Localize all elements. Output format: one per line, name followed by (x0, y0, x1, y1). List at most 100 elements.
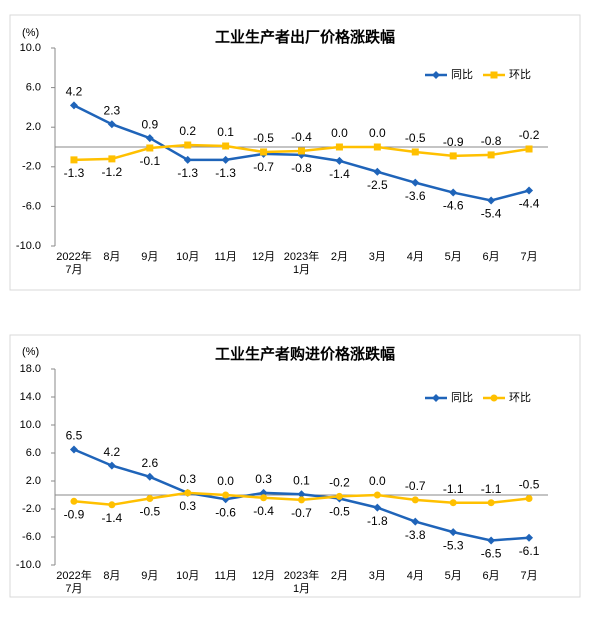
marker (525, 145, 533, 153)
y-tick-label: -10.0 (16, 240, 41, 252)
marker (222, 491, 230, 499)
chart-frame (9, 14, 581, 291)
marker (108, 155, 116, 163)
value-label: -0.5 (519, 478, 540, 492)
y-axis-label: (%) (22, 346, 39, 358)
x-tick-label: 11月 (214, 570, 236, 582)
value-label: -3.6 (405, 189, 426, 203)
marker (449, 188, 458, 197)
value-label: -5.4 (481, 207, 502, 221)
y-tick-label: 6.0 (26, 82, 41, 94)
marker (145, 472, 154, 481)
x-tick-label: 9月 (141, 251, 158, 263)
value-label: -0.4 (253, 504, 274, 518)
marker (259, 488, 268, 497)
value-label: -1.8 (367, 514, 388, 528)
value-label: -0.8 (481, 134, 502, 148)
value-label: 0.9 (141, 117, 158, 131)
x-tick-label: 9月 (141, 570, 158, 582)
value-label: 0.0 (369, 126, 386, 140)
marker (70, 497, 78, 505)
x-tick-label: 6月 (483, 251, 500, 263)
value-label: -1.1 (443, 482, 464, 496)
value-label: -0.9 (64, 507, 85, 521)
x-tick-label: 12月 (252, 251, 275, 263)
legend-label: 环比 (509, 68, 531, 81)
marker (298, 496, 305, 504)
value-label: -0.9 (443, 135, 464, 149)
x-tick-label: 4月 (407, 570, 424, 582)
chart-frame (9, 334, 581, 598)
marker (487, 196, 496, 205)
marker (298, 147, 305, 155)
marker (146, 495, 154, 502)
value-label: 0.3 (179, 499, 196, 513)
x-tick-label: 2月 (331, 570, 348, 582)
y-tick-label: 10.0 (20, 419, 41, 431)
marker (373, 491, 381, 499)
value-label: -0.5 (139, 505, 160, 519)
x-tick-label: 2023年 1月 (284, 568, 319, 595)
y-tick-label: -6.0 (22, 531, 41, 543)
value-label: -1.2 (102, 165, 123, 179)
marker (525, 533, 534, 542)
value-label: -0.2 (519, 128, 540, 142)
value-label: -1.3 (64, 166, 85, 180)
x-tick-label: 2023年 1月 (284, 249, 319, 276)
value-label: 0.0 (369, 474, 386, 488)
x-tick-label: 4月 (407, 251, 424, 263)
value-label: 2.6 (141, 456, 158, 470)
x-tick-label: 2022年 7月 (56, 568, 91, 595)
legend-marker (432, 394, 440, 402)
value-label: 4.2 (104, 445, 121, 459)
x-tick-label: 10月 (176, 570, 199, 582)
value-label: 0.1 (293, 473, 310, 487)
value-label: -0.5 (253, 131, 274, 145)
marker (107, 461, 116, 470)
value-label: -0.7 (253, 160, 274, 174)
x-tick-label: 11月 (214, 251, 236, 263)
value-label: -0.7 (405, 479, 426, 493)
marker (260, 494, 268, 502)
marker (487, 499, 495, 507)
x-tick-label: 8月 (103, 570, 120, 582)
value-label: -1.4 (329, 167, 350, 181)
value-label: -0.4 (291, 130, 312, 144)
y-tick-label: 2.0 (26, 121, 41, 133)
value-label: 0.1 (217, 125, 234, 139)
value-label: -5.3 (443, 538, 464, 552)
marker (184, 141, 192, 149)
marker (146, 144, 154, 152)
chart-title: 工业生产者出厂价格涨跌幅 (215, 28, 395, 46)
marker (373, 167, 382, 176)
marker (449, 499, 457, 507)
y-tick-label: -10.0 (16, 559, 41, 571)
y-axis-label: (%) (22, 27, 39, 39)
value-label: -0.2 (329, 476, 350, 490)
marker (411, 148, 419, 156)
value-label: -0.5 (329, 505, 350, 519)
x-tick-label: 3月 (369, 570, 386, 582)
marker (183, 155, 192, 164)
legend-marker (490, 394, 498, 402)
marker (487, 151, 495, 159)
marker (373, 503, 382, 512)
value-label: 2.3 (104, 103, 121, 117)
value-label: -1.3 (177, 166, 198, 180)
legend-label: 同比 (451, 391, 473, 404)
x-tick-label: 7月 (520, 570, 537, 582)
y-tick-label: 10.0 (20, 42, 41, 54)
marker (297, 490, 306, 499)
value-label: -6.1 (519, 544, 540, 558)
marker (487, 536, 496, 545)
value-label: 6.5 (66, 429, 83, 443)
marker (335, 143, 343, 151)
marker (335, 492, 343, 500)
marker (221, 155, 230, 164)
value-label: -4.4 (519, 197, 540, 211)
value-label: -3.8 (405, 528, 426, 542)
marker (184, 489, 192, 497)
value-label: 4.2 (66, 85, 83, 99)
value-label: -0.8 (291, 161, 312, 175)
